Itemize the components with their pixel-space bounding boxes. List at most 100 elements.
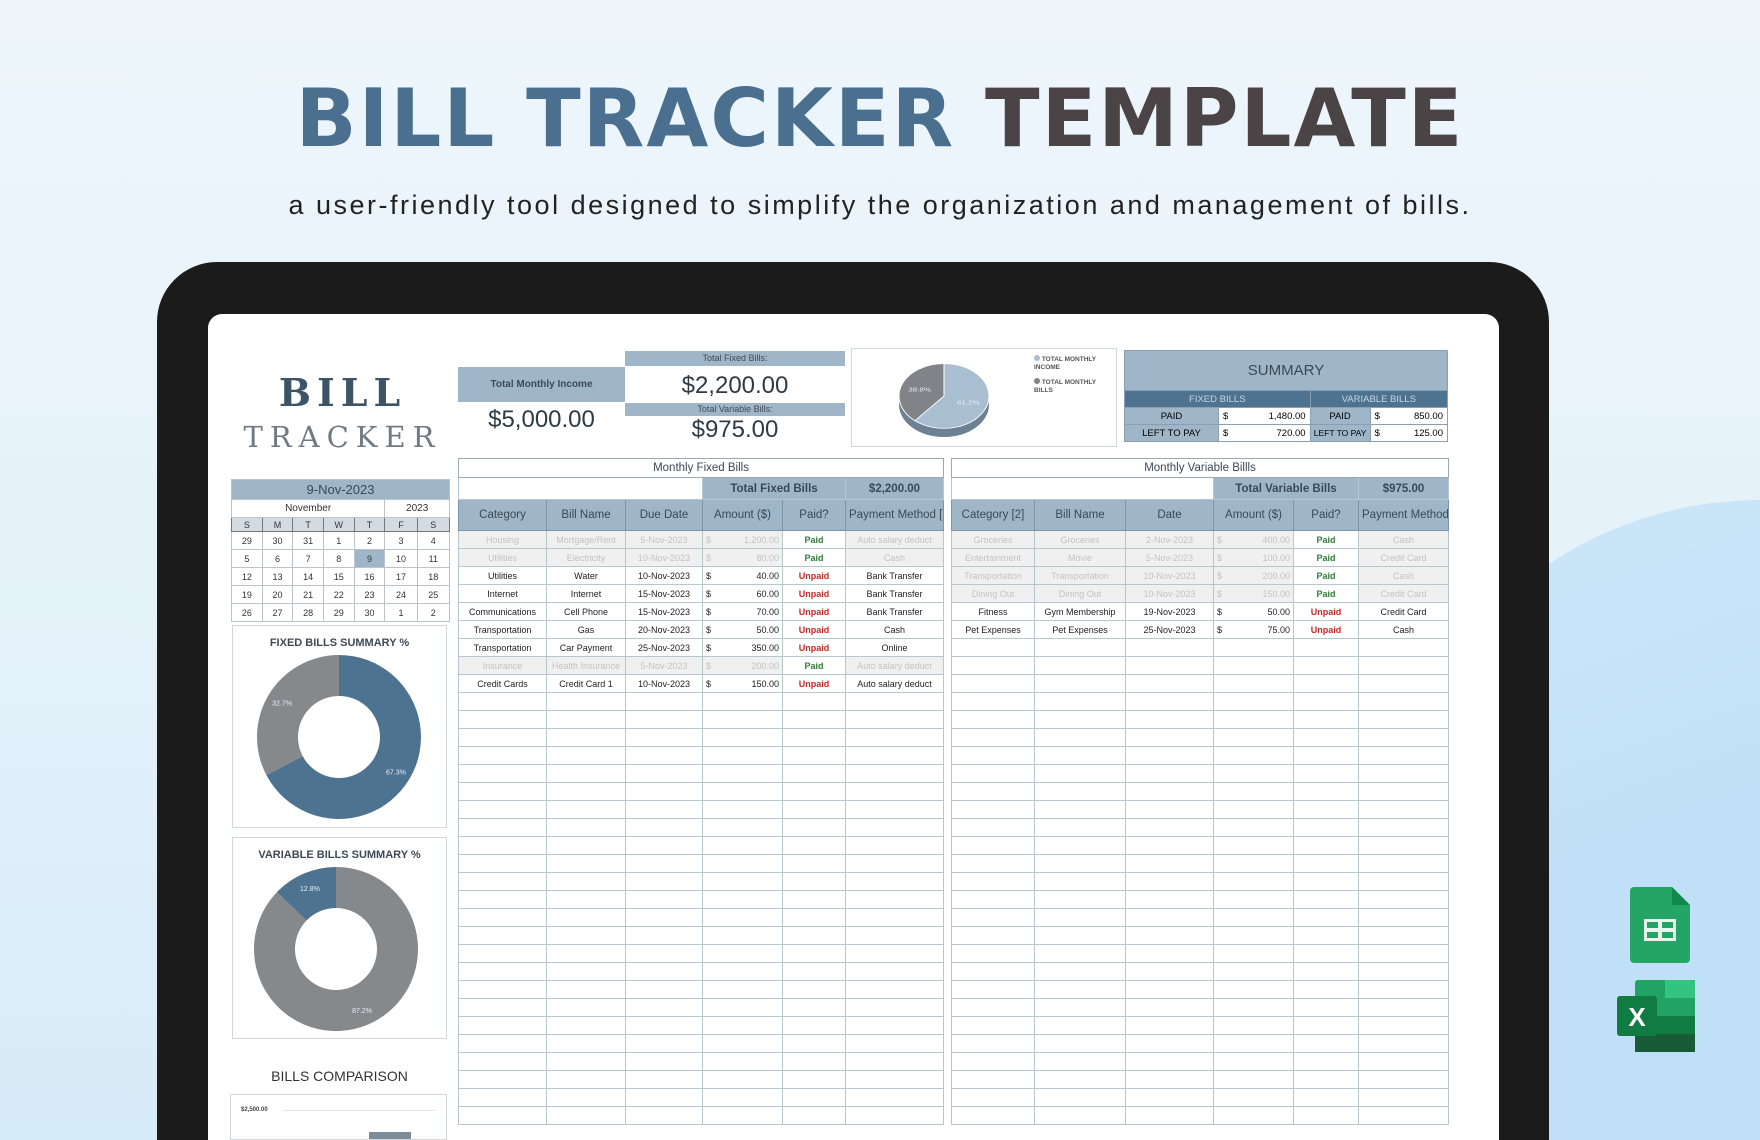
calendar-day[interactable]: 1 (384, 603, 418, 622)
amount-cell[interactable]: $150.00 (702, 674, 783, 693)
paid-cell[interactable] (1293, 1016, 1359, 1035)
column-header[interactable]: Category [2] (951, 499, 1035, 531)
date-cell[interactable]: 5-Nov-2023 (625, 530, 703, 549)
date-cell[interactable]: 5-Nov-2023 (1125, 548, 1214, 567)
paid-cell[interactable] (1293, 1106, 1359, 1125)
paid-cell[interactable] (1293, 980, 1359, 999)
date-cell[interactable] (1125, 746, 1214, 765)
category-cell[interactable] (458, 764, 547, 783)
bill-name-cell[interactable] (1034, 800, 1126, 819)
date-cell[interactable] (1125, 998, 1214, 1017)
amount-cell[interactable] (1213, 836, 1294, 855)
payment-method-cell[interactable] (844, 980, 945, 999)
paid-cell[interactable] (1293, 926, 1359, 945)
category-cell[interactable] (458, 998, 547, 1017)
category-cell[interactable] (458, 1106, 547, 1125)
category-cell[interactable] (458, 854, 547, 873)
date-cell[interactable] (625, 782, 703, 801)
paid-cell[interactable] (782, 764, 846, 783)
calendar-day[interactable]: 17 (384, 567, 418, 586)
bill-name-cell[interactable] (546, 1052, 626, 1071)
date-cell[interactable] (625, 944, 703, 963)
date-cell[interactable]: 20-Nov-2023 (625, 620, 703, 639)
amount-cell[interactable] (702, 854, 783, 873)
calendar-day[interactable]: 18 (416, 567, 451, 586)
amount-cell[interactable] (702, 782, 783, 801)
column-header[interactable]: Date (1125, 499, 1214, 531)
amount-cell[interactable] (702, 872, 783, 891)
bill-name-cell[interactable] (546, 908, 626, 927)
payment-method-cell[interactable] (1357, 854, 1450, 873)
payment-method-cell[interactable]: Bank Transfer (844, 566, 945, 585)
payment-method-cell[interactable] (844, 1106, 945, 1125)
paid-cell[interactable] (782, 854, 846, 873)
column-header[interactable]: Bill Name (546, 499, 626, 531)
payment-method-cell[interactable] (1357, 1088, 1450, 1107)
category-cell[interactable] (951, 854, 1035, 873)
amount-cell[interactable] (1213, 998, 1294, 1017)
calendar-day[interactable]: 21 (292, 585, 324, 604)
column-header[interactable]: Amount ($) (702, 499, 783, 531)
date-cell[interactable]: 15-Nov-2023 (625, 584, 703, 603)
category-cell[interactable]: Utilities (458, 566, 547, 585)
amount-cell[interactable] (702, 1052, 783, 1071)
date-cell[interactable] (625, 998, 703, 1017)
paid-cell[interactable] (1293, 962, 1359, 981)
date-cell[interactable] (1125, 1070, 1214, 1089)
payment-method-cell[interactable] (1357, 1034, 1450, 1053)
category-cell[interactable] (951, 908, 1035, 927)
payment-method-cell[interactable] (844, 782, 945, 801)
category-cell[interactable] (458, 980, 547, 999)
payment-method-cell[interactable] (1357, 1052, 1450, 1071)
category-cell[interactable] (951, 890, 1035, 909)
payment-method-cell[interactable] (844, 1088, 945, 1107)
payment-method-cell[interactable] (844, 1016, 945, 1035)
date-cell[interactable] (1125, 818, 1214, 837)
bill-name-cell[interactable]: Internet (546, 584, 626, 603)
column-header[interactable]: Paid? (1293, 499, 1359, 531)
date-cell[interactable] (625, 926, 703, 945)
amount-cell[interactable] (702, 728, 783, 747)
bill-name-cell[interactable] (546, 1016, 626, 1035)
amount-cell[interactable] (1213, 872, 1294, 891)
paid-cell[interactable]: Paid (1293, 530, 1359, 549)
bill-name-cell[interactable] (546, 1088, 626, 1107)
category-cell[interactable] (951, 638, 1035, 657)
date-cell[interactable] (625, 692, 703, 711)
payment-method-cell[interactable] (844, 728, 945, 747)
date-cell[interactable] (1125, 782, 1214, 801)
date-cell[interactable] (1125, 926, 1214, 945)
category-cell[interactable]: Groceries (951, 530, 1035, 549)
paid-cell[interactable] (1293, 872, 1359, 891)
payment-method-cell[interactable] (1357, 638, 1450, 657)
payment-method-cell[interactable] (1357, 800, 1450, 819)
amount-cell[interactable] (702, 926, 783, 945)
excel-icon[interactable]: X (1617, 980, 1695, 1052)
amount-cell[interactable] (702, 746, 783, 765)
paid-cell[interactable]: Paid (782, 548, 846, 567)
column-header[interactable]: Paid? (782, 499, 846, 531)
date-cell[interactable] (1125, 962, 1214, 981)
amount-cell[interactable]: $70.00 (702, 602, 783, 621)
slice-0[interactable] (914, 363, 990, 429)
bill-name-cell[interactable]: Credit Card 1 (546, 674, 626, 693)
paid-cell[interactable] (782, 872, 846, 891)
payment-method-cell[interactable] (844, 764, 945, 783)
payment-method-cell[interactable]: Auto salary deduct (844, 530, 945, 549)
date-cell[interactable] (625, 1052, 703, 1071)
payment-method-cell[interactable] (1357, 1070, 1450, 1089)
category-cell[interactable] (458, 692, 547, 711)
bill-name-cell[interactable] (1034, 872, 1126, 891)
payment-method-cell[interactable] (844, 710, 945, 729)
calendar-day[interactable]: 30 (261, 531, 294, 550)
amount-cell[interactable] (1213, 746, 1294, 765)
category-cell[interactable] (458, 890, 547, 909)
bill-name-cell[interactable] (1034, 1034, 1126, 1053)
payment-method-cell[interactable] (844, 962, 945, 981)
paid-cell[interactable]: Paid (782, 530, 846, 549)
payment-method-cell[interactable]: Credit Card (1357, 548, 1450, 567)
payment-method-cell[interactable] (844, 944, 945, 963)
category-cell[interactable]: Transportation (458, 620, 547, 639)
category-cell[interactable] (458, 872, 547, 891)
category-cell[interactable] (458, 818, 547, 837)
